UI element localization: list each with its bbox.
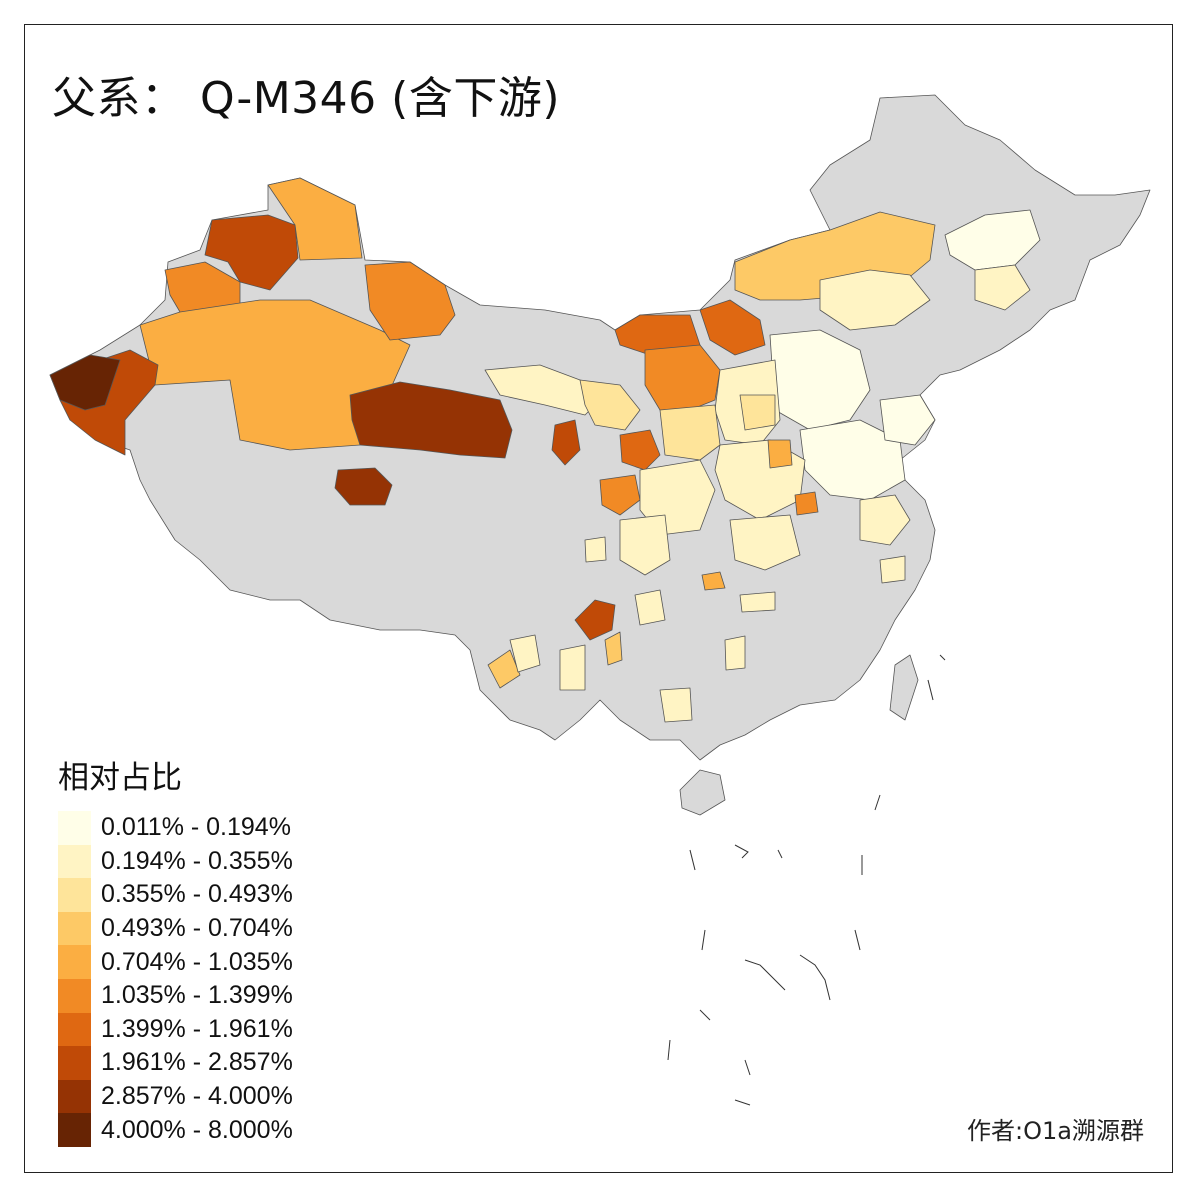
region-jiangxi-light: [739, 591, 776, 613]
legend-swatch: [58, 1113, 91, 1147]
region-gansu-orange-1: [619, 429, 661, 471]
region-sichuan-west-light: [584, 536, 607, 563]
region-guizhou-light: [634, 589, 666, 626]
region-sichuan-light: [619, 514, 671, 576]
region-nm-mid-light: [819, 269, 931, 331]
map-title: 父系： Q-M346 (含下游): [52, 73, 560, 124]
hainan-island: [679, 769, 726, 816]
region-gansu-orange-2: [599, 474, 641, 516]
legend-label: 0.355% - 0.493%: [101, 880, 293, 909]
region-yunnan-mid: [487, 649, 521, 689]
legend-item: 0.704% - 1.035%: [58, 945, 293, 979]
region-chongqing-orange: [701, 571, 726, 591]
legend-item: 0.355% - 0.493%: [58, 878, 293, 912]
region-shaanxi-mid: [659, 404, 721, 461]
region-gansu-dark-1: [551, 419, 581, 466]
legend-swatch: [58, 1046, 91, 1080]
legend-item: 0.493% - 0.704%: [58, 911, 293, 946]
legend-swatch: [58, 811, 91, 845]
country-base-region: [49, 94, 1151, 761]
south-china-sea-islands: [667, 654, 946, 1106]
region-xj-bayingol: [349, 381, 513, 459]
taiwan-island: [889, 654, 919, 721]
author-credit: 作者:O1a溯源群: [967, 1117, 1144, 1145]
legend-swatch: [58, 1079, 91, 1114]
region-central-orange-dot: [767, 439, 793, 469]
region-hubei-light: [729, 514, 801, 571]
region-tibet-ngari: [334, 467, 393, 506]
region-east-light: [859, 494, 911, 546]
legend-label: 0.011% - 0.194%: [101, 813, 291, 842]
region-yunnan-light-1: [509, 634, 541, 673]
region-ne-jilin-light: [974, 264, 1031, 311]
region-hunan-light: [724, 635, 746, 671]
legend-rows: 0.011% - 0.194% 0.194% - 0.355% 0.355% - 0…: [58, 811, 293, 1147]
legend-label: 1.961% - 2.857%: [101, 1048, 293, 1077]
legend-swatch: [58, 945, 91, 979]
legend-label: 1.035% - 1.399%: [101, 981, 293, 1010]
legend-swatch: [58, 878, 91, 912]
legend-swatch: [58, 911, 91, 946]
region-yunnan-dark: [574, 599, 616, 641]
region-xj-westmost-darkest: [49, 354, 121, 411]
region-yunnan-orange: [604, 631, 623, 666]
region-guangxi-light: [659, 687, 693, 723]
legend-item: 1.035% - 1.399%: [58, 978, 293, 1013]
region-zhejiang-light: [879, 555, 906, 584]
region-central-light-1: [769, 329, 871, 431]
legend-label: 2.857% - 4.000%: [101, 1082, 293, 1111]
legend-item: 1.399% - 1.961%: [58, 1012, 293, 1047]
legend-label: 0.194% - 0.355%: [101, 846, 293, 875]
legend-label: 4.000% - 8.000%: [101, 1115, 293, 1144]
region-nm-west-3: [699, 299, 766, 356]
legend-item: 0.011% - 0.194%: [58, 811, 293, 845]
region-xj-east-hami: [364, 261, 456, 341]
legend-item: 0.194% - 0.355%: [58, 844, 293, 879]
legend-swatch: [58, 978, 91, 1013]
legend-swatch: [58, 844, 91, 879]
legend-item: 1.961% - 2.857%: [58, 1046, 293, 1080]
region-nm-west-2: [644, 344, 721, 411]
region-gansu-strip-2: [579, 379, 641, 431]
legend-title: 相对占比: [58, 760, 182, 796]
legend-label: 0.493% - 0.704%: [101, 914, 293, 943]
region-ne-heilongjiang: [944, 209, 1041, 271]
legend-item: 2.857% - 4.000%: [58, 1079, 293, 1114]
region-central-mid: [739, 394, 776, 431]
legend-swatch: [58, 1012, 91, 1047]
legend-label: 0.704% - 1.035%: [101, 947, 293, 976]
region-central-light-3: [799, 419, 906, 501]
region-yunnan-light-2: [559, 644, 586, 691]
legend: 相对占比 0.011% - 0.194% 0.194% - 0.355% 0.355…: [58, 752, 293, 1147]
legend-label: 1.399% - 1.961%: [101, 1014, 293, 1043]
region-central-orange-dot-2: [794, 491, 819, 516]
region-shandong-light: [879, 394, 936, 446]
region-xj-altay-dark: [204, 214, 299, 291]
legend-item: 4.000% - 8.000%: [58, 1113, 293, 1147]
